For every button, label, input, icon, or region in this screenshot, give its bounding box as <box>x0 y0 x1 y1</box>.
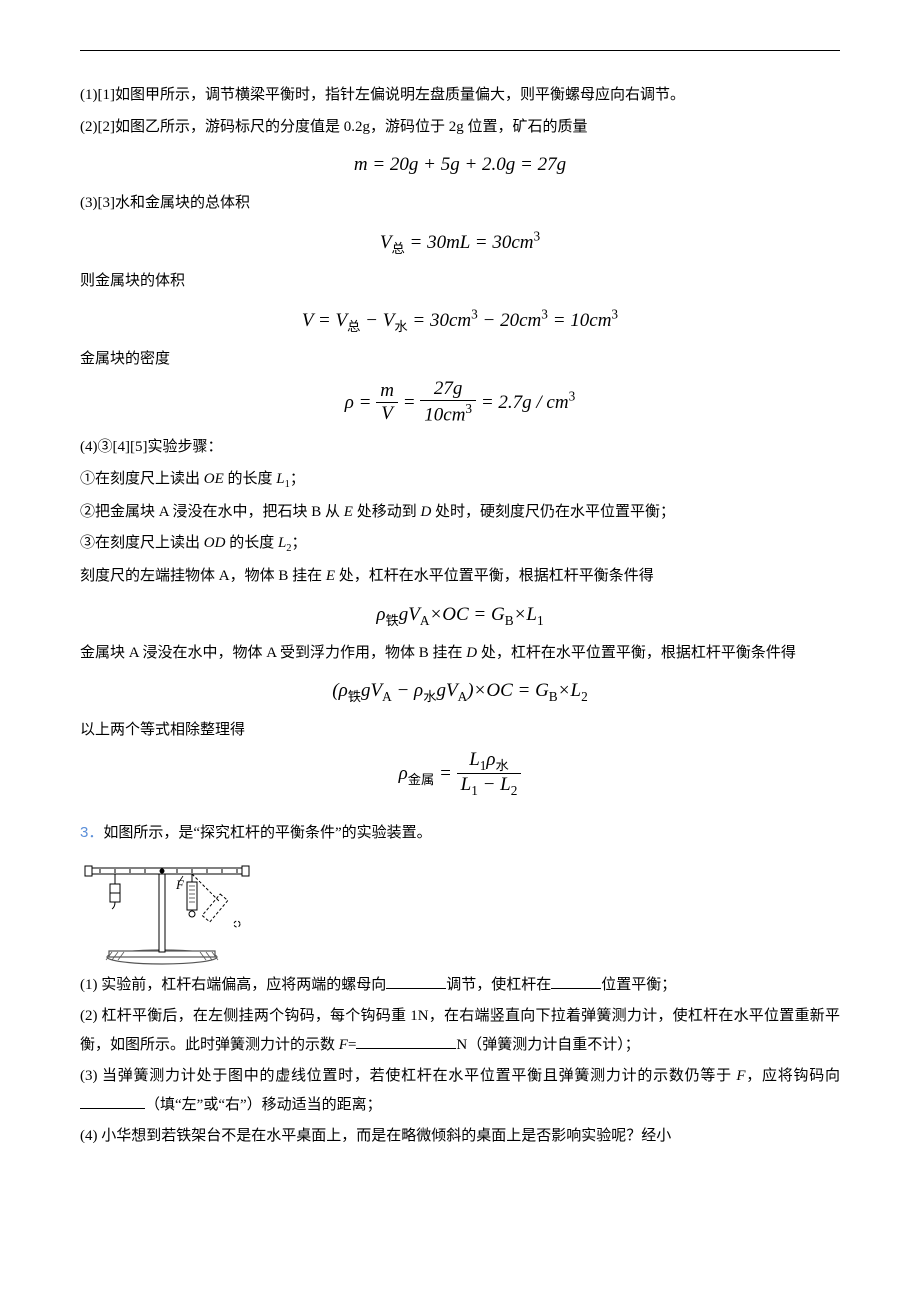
eq-text: ρ金属 = L1ρ水 L1 − L2 <box>399 763 522 784</box>
equation-volume-total: V总 = 30mL = 30cm3 <box>80 224 840 261</box>
equation-balance-1: ρ铁gVA×OC = GB×L1 <box>80 597 840 633</box>
eq-text: V总 = 30mL = 30cm3 <box>380 232 540 253</box>
header-rule <box>80 50 840 51</box>
paragraph: (3)[3]水和金属块的总体积 <box>80 189 840 218</box>
question-3-3: (3) 当弹簧测力计处于图中的虚线位置时，若使杠杆在水平位置平衡且弹簧测力计的示… <box>80 1062 840 1119</box>
question-number: 3． <box>80 824 103 841</box>
paragraph: 金属块 A 浸没在水中，物体 A 受到浮力作用，物体 B 挂在 D 处，杠杆在水… <box>80 639 840 668</box>
blank <box>356 1033 456 1049</box>
paragraph: (4)③[4][5]实验步骤： <box>80 433 840 462</box>
paragraph: 则金属块的体积 <box>80 267 840 296</box>
eq-text: V = V总 − V水 = 30cm3 − 20cm3 = 10cm3 <box>302 310 618 331</box>
eq-text: ρ = mV = 27g10cm3 = 2.7g / cm3 <box>345 392 576 413</box>
blank <box>386 973 446 989</box>
lever-figure: F <box>80 852 840 967</box>
step-2: ②把金属块 A 浸没在水中，把石块 B 从 E 处移动到 D 处时，硬刻度尺仍在… <box>80 498 840 527</box>
eq-text: m = 20g + 5g + 2.0g = 27g <box>354 154 566 175</box>
blank <box>80 1093 145 1109</box>
eq-text: ρ铁gVA×OC = GB×L1 <box>376 604 543 625</box>
label-F: F <box>175 877 185 892</box>
equation-result: ρ金属 = L1ρ水 L1 − L2 <box>80 750 840 799</box>
question-3: 3．如图所示，是“探究杠杆的平衡条件”的实验装置。 <box>80 819 840 848</box>
step-3: ③在刻度尺上读出 OD 的长度 L2； <box>80 529 840 559</box>
paragraph: (2)[2]如图乙所示，游码标尺的分度值是 0.2g，游码位于 2g 位置，矿石… <box>80 113 840 142</box>
equation-volume: V = V总 − V水 = 30cm3 − 20cm3 = 10cm3 <box>80 302 840 339</box>
question-3-4: (4) 小华想到若铁架台不是在水平桌面上，而是在略微倾斜的桌面上是否影响实验呢？… <box>80 1122 840 1151</box>
question-3-1: (1) 实验前，杠杆右端偏高，应将两端的螺母向调节，使杠杆在位置平衡； <box>80 971 840 1000</box>
blank <box>551 973 601 989</box>
paragraph: 刻度尺的左端挂物体 A，物体 B 挂在 E 处，杠杆在水平位置平衡，根据杠杆平衡… <box>80 562 840 591</box>
equation-mass: m = 20g + 5g + 2.0g = 27g <box>80 147 840 183</box>
paragraph: 以上两个等式相除整理得 <box>80 716 840 745</box>
equation-balance-2: (ρ铁gVA − ρ水gVA)×OC = GB×L2 <box>80 673 840 709</box>
question-3-2: (2) 杠杆平衡后，在左侧挂两个钩码，每个钩码重 1N，在右端竖直向下拉着弹簧测… <box>80 1002 840 1059</box>
paragraph: (1)[1]如图甲所示，调节横梁平衡时，指针左偏说明左盘质量偏大，则平衡螺母应向… <box>80 81 840 110</box>
equation-density: ρ = mV = 27g10cm3 = 2.7g / cm3 <box>80 379 840 427</box>
step-1: ①在刻度尺上读出 OE 的长度 L1； <box>80 465 840 495</box>
lever-diagram: F <box>80 852 270 967</box>
page: (1)[1]如图甲所示，调节横梁平衡时，指针左偏说明左盘质量偏大，则平衡螺母应向… <box>0 0 920 1194</box>
eq-text: (ρ铁gVA − ρ水gVA)×OC = GB×L2 <box>332 680 587 701</box>
paragraph: 金属块的密度 <box>80 345 840 374</box>
